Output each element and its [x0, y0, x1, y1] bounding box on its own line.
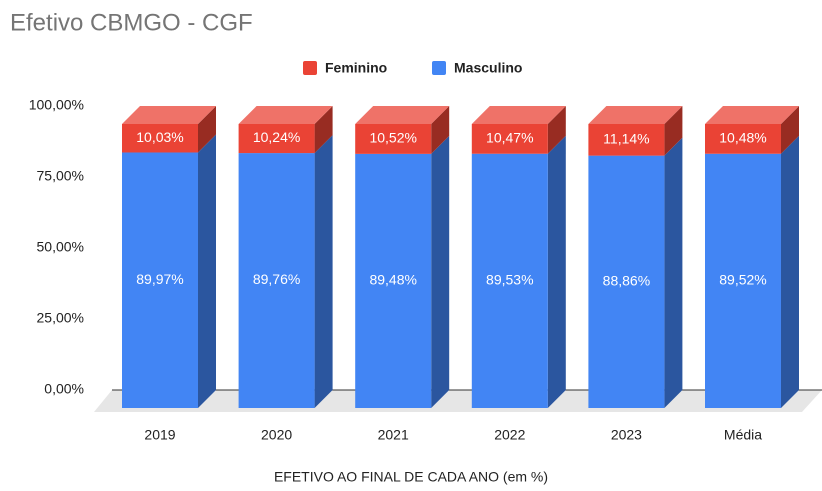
- x-tick-label: 2020: [261, 427, 292, 443]
- bar: [238, 153, 315, 408]
- y-tick-label: 75,00%: [37, 168, 84, 184]
- bar-top: [705, 106, 799, 124]
- value-label: 89,52%: [719, 272, 766, 288]
- bar-side: [781, 106, 799, 154]
- x-tick-label: Média: [724, 427, 762, 443]
- bar-side: [547, 106, 566, 154]
- bar-side: [431, 106, 450, 154]
- bar: [588, 155, 665, 408]
- bar: [355, 153, 432, 408]
- y-tick-label: 0,00%: [44, 381, 84, 397]
- value-label: 10,52%: [369, 130, 416, 146]
- value-label: 11,14%: [603, 131, 649, 147]
- bar-side: [547, 135, 566, 408]
- bar: [471, 124, 548, 154]
- value-label: 10,03%: [136, 129, 183, 145]
- bar-side: [198, 106, 216, 153]
- chart-title: Efetivo CBMGO - CGF: [10, 9, 253, 36]
- legend-label: Feminino: [325, 60, 387, 76]
- bar-side: [781, 135, 799, 409]
- bar: [122, 152, 198, 408]
- x-tick-label: 2022: [494, 427, 525, 443]
- bar: [238, 124, 315, 154]
- bar-top: [355, 106, 450, 124]
- bar-side: [664, 137, 683, 408]
- bar: [705, 153, 781, 408]
- bar-top: [471, 106, 566, 124]
- value-label: 89,97%: [136, 271, 183, 287]
- bar-side: [198, 134, 216, 408]
- x-tick-label: 2023: [611, 427, 642, 443]
- value-label: 10,47%: [486, 130, 533, 146]
- y-tick-label: 50,00%: [37, 239, 84, 255]
- legend-swatch: [303, 61, 317, 75]
- bar: [471, 153, 548, 408]
- legend-swatch: [432, 61, 446, 75]
- value-label: 10,24%: [253, 129, 300, 145]
- bar: [588, 124, 665, 156]
- value-label: 89,48%: [369, 272, 416, 288]
- value-label: 89,76%: [253, 271, 300, 287]
- value-label: 10,48%: [719, 130, 766, 146]
- bar-top: [588, 106, 683, 124]
- bar-side: [431, 135, 450, 408]
- bar: [705, 124, 781, 154]
- x-axis-label: EFETIVO AO FINAL DE CADA ANO (em %): [274, 469, 548, 485]
- y-tick-label: 100,00%: [29, 97, 84, 113]
- bar-side: [314, 135, 333, 408]
- y-tick-label: 25,00%: [37, 310, 84, 326]
- bar-top: [238, 106, 333, 124]
- value-label: 88,86%: [603, 273, 650, 289]
- legend-label: Masculino: [454, 60, 522, 76]
- bar: [122, 124, 198, 153]
- bar: [355, 124, 432, 154]
- bar-top: [122, 106, 216, 124]
- x-tick-label: 2019: [144, 427, 175, 443]
- bar-side: [314, 106, 333, 154]
- value-label: 89,53%: [486, 272, 533, 288]
- bar-side: [664, 106, 683, 156]
- x-tick-label: 2021: [378, 427, 409, 443]
